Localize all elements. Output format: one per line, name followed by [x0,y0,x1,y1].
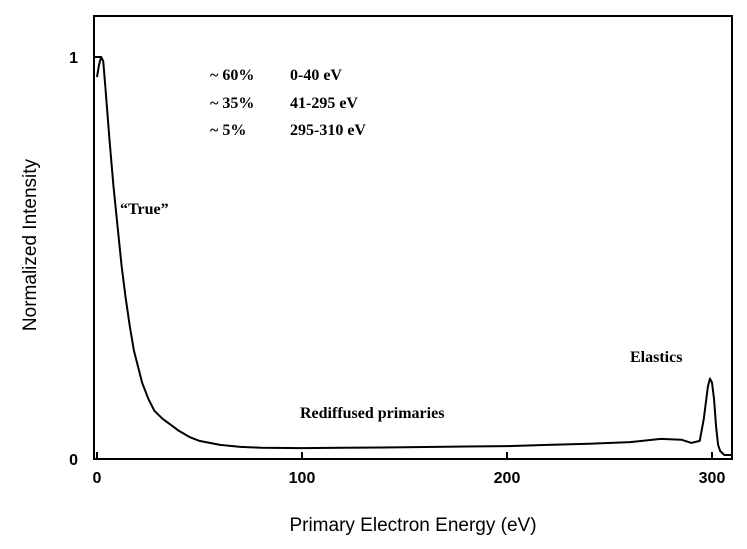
y-axis-title: Normalized Intensity [20,158,41,331]
percent-annotations: ~ 60% 0-40 eV ~ 35% 41-295 eV ~ 5% 295-3… [210,67,366,139]
annotation-pct-2: ~ 35% [210,95,254,112]
series-line [96,56,733,456]
annotation-range-2: 41-295 eV [290,95,358,112]
annotation-elastics: Elastics [630,349,682,366]
annotation-range-3: 295-310 eV [290,122,366,139]
annotation-range-1: 0-40 eV [290,67,342,84]
x-tick-label-0: 0 [93,470,102,487]
y-tick-label-0: 0 [69,452,78,469]
tick-marks [94,56,713,460]
plot-frame [93,15,733,460]
x-axis-title: Primary Electron Energy (eV) [289,515,536,536]
x-tick-label-3: 300 [699,470,726,487]
tick-labels: 0 100 200 300 0 1 [69,50,725,487]
annotation-true: “True” [120,201,169,218]
y-tick-label-1: 1 [69,50,78,67]
x-tick-label-1: 100 [289,470,316,487]
x-tick-label-2: 200 [494,470,521,487]
annotation-pct-1: ~ 60% [210,67,254,84]
annotation-pct-3: ~ 5% [210,122,246,139]
annotation-rediffused: Rediffused primaries [300,405,444,422]
